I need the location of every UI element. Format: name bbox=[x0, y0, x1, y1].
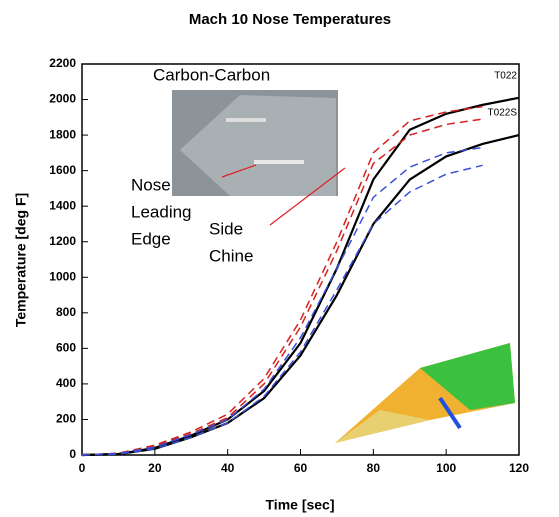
photo-stripe bbox=[254, 160, 304, 164]
y-tick-label: 1200 bbox=[49, 234, 76, 248]
y-tick-label: 0 bbox=[69, 447, 76, 461]
annotation: Nose bbox=[131, 175, 171, 194]
cfd-image bbox=[335, 410, 430, 443]
series-line bbox=[81, 118, 483, 456]
x-tick-label: 60 bbox=[294, 461, 308, 475]
chart-title: Mach 10 Nose Temperatures bbox=[189, 11, 391, 28]
y-tick-label: 800 bbox=[56, 305, 76, 319]
annotation: Edge bbox=[131, 229, 171, 248]
y-tick-label: 2000 bbox=[49, 92, 76, 106]
x-tick-label: 40 bbox=[221, 461, 235, 475]
series-line bbox=[81, 134, 520, 457]
annotation: Side bbox=[209, 219, 243, 238]
arrow bbox=[269, 167, 346, 226]
y-tick-label: 200 bbox=[56, 412, 76, 426]
x-tick-label: 80 bbox=[367, 461, 381, 475]
y-tick-label: 1600 bbox=[49, 163, 76, 177]
x-tick-label: 120 bbox=[509, 461, 529, 475]
arrow bbox=[221, 164, 257, 178]
series-label: T022S bbox=[488, 108, 518, 119]
annotation: Carbon-Carbon bbox=[153, 65, 270, 84]
photo-stripe bbox=[226, 118, 266, 122]
annotation: Chine bbox=[209, 246, 253, 265]
x-tick-label: 20 bbox=[148, 461, 162, 475]
y-tick-label: 1800 bbox=[49, 127, 76, 141]
y-tick-label: 600 bbox=[56, 341, 76, 355]
series-label: T022 bbox=[494, 70, 517, 81]
y-tick-label: 400 bbox=[56, 376, 76, 390]
y-tick-label: 1400 bbox=[49, 198, 76, 212]
series-line bbox=[81, 164, 483, 456]
x-axis-label: Time [sec] bbox=[266, 497, 335, 513]
y-tick-label: 2200 bbox=[49, 56, 76, 70]
x-tick-label: 0 bbox=[79, 461, 86, 475]
annotation: Leading bbox=[131, 202, 192, 221]
cfd-probe bbox=[438, 396, 462, 430]
y-tick-label: 1000 bbox=[49, 269, 76, 283]
cfd-image bbox=[420, 343, 515, 410]
photo-panel bbox=[180, 95, 336, 196]
y-axis-label: Temperature [deg F] bbox=[13, 193, 29, 327]
series-line bbox=[81, 146, 483, 456]
x-tick-label: 100 bbox=[436, 461, 456, 475]
